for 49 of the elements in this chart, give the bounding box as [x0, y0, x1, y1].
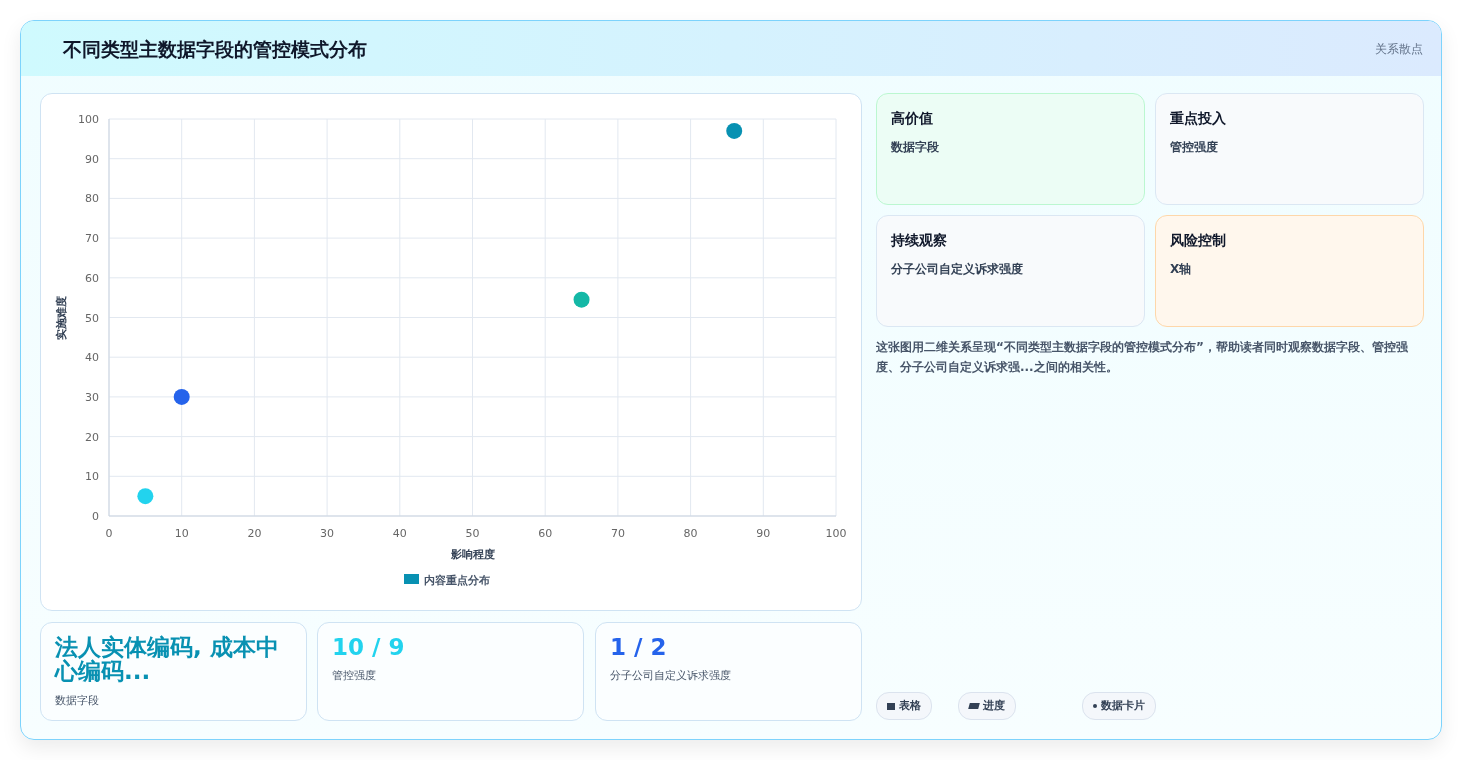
text: 重点投入 [1170, 110, 1226, 128]
y-tick-label: 70 [85, 232, 99, 246]
y-tick-label: 20 [85, 430, 99, 444]
x-tick-label: 90 [756, 527, 771, 540]
x-tick-label: 50 [465, 527, 480, 540]
text: 分子公司自定义诉求强度 [891, 261, 1023, 278]
y-tick-label: 100 [78, 113, 99, 126]
text: 10 / 9 [332, 634, 406, 660]
text: X轴 [1170, 261, 1192, 278]
text: 法人实体编码, 成本中心编码... [55, 634, 280, 684]
x-tick-label: 40 [392, 527, 407, 540]
text: 这张图用二维关系呈现“不同类型主数据字段的管控模式分布”，帮助读者同时观察数据字段、管控强度、分子公司自定义诉求强...之间的相关性。 [876, 339, 1409, 376]
text: 进度 [983, 699, 1005, 712]
point [573, 291, 590, 308]
point [726, 122, 743, 139]
text: 数据卡片 [1101, 699, 1145, 712]
x-tick-label: 60 [538, 527, 553, 540]
x-tick-label: 70 [610, 527, 625, 540]
text: 关系散点 [1375, 41, 1423, 58]
legend-label: 内容重点分布 [424, 574, 490, 587]
y-tick-label: 10 [85, 470, 99, 484]
y-tick-label: 30 [85, 390, 99, 404]
text: 表格 [899, 699, 921, 712]
y-tick-label: 0 [92, 510, 99, 523]
text: 管控强度 [1170, 139, 1218, 156]
point [173, 388, 190, 405]
x-tick-label: 20 [247, 527, 262, 540]
y-tick-label: 60 [85, 271, 99, 285]
x-tick-label: 10 [174, 527, 189, 540]
point [137, 488, 154, 505]
y-tick-label: 90 [85, 152, 99, 166]
text: 风险控制 [1170, 232, 1226, 250]
y-tick-label: 50 [85, 311, 99, 325]
chart-title: 不同类型主数据字段的管控模式分布 [63, 37, 367, 62]
x-tick-label: 80 [683, 527, 698, 540]
y-tick-label: 80 [85, 192, 99, 206]
text: 数据字段 [55, 693, 99, 708]
text: 高价值 [891, 110, 933, 128]
x-axis-title: 影响程度 [449, 548, 495, 561]
x-tick-label: 100 [825, 527, 847, 540]
text: 数据字段 [891, 139, 939, 156]
text: 持续观察 [891, 232, 947, 250]
text: 分子公司自定义诉求强度 [610, 668, 731, 683]
x-tick-label: 30 [320, 527, 335, 540]
y-tick-label: 40 [85, 351, 99, 365]
y-axis-title: 实施难度 [55, 295, 68, 340]
x-tick-label: 0 [105, 527, 113, 540]
text: 管控强度 [332, 668, 376, 683]
text: 1 / 2 [610, 634, 668, 660]
